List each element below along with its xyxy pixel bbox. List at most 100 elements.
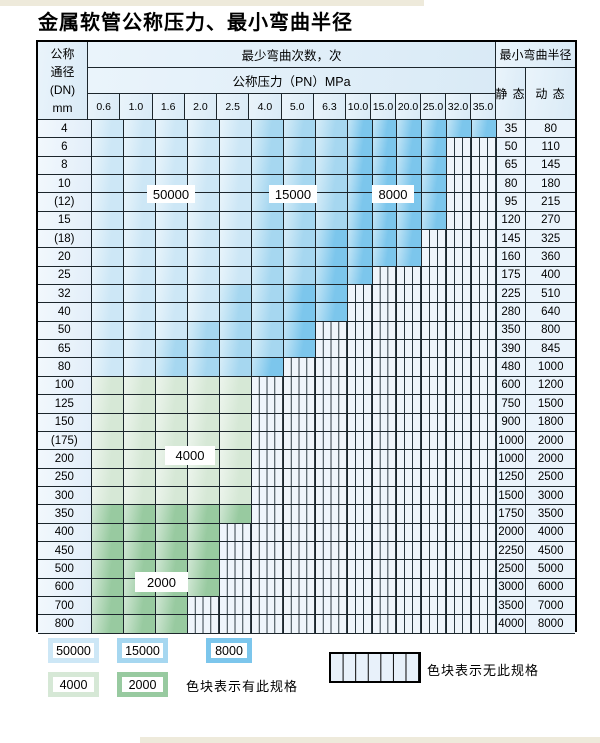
cell-no-spec — [315, 578, 348, 597]
cell-rating-50000 — [187, 248, 220, 267]
cell-rating-50000 — [123, 285, 156, 304]
cell-no-spec — [283, 615, 316, 634]
cell-rating-4000 — [219, 395, 252, 414]
cell-rating-15000 — [251, 248, 284, 267]
cell-rating-15000 — [251, 266, 284, 286]
cell-no-spec — [446, 468, 472, 487]
header-dn-line3: (DN) — [49, 82, 76, 97]
cell-no-spec — [372, 523, 398, 542]
cell-no-spec — [283, 541, 316, 561]
cell-rating-2000 — [123, 615, 156, 634]
table-row-dn-500: 500 2500 5000 — [38, 560, 575, 579]
static-radius-value: 160 — [496, 248, 527, 267]
cell-rating-15000 — [187, 340, 220, 359]
cell-rating-8000 — [422, 138, 447, 157]
cell-rating-8000 — [372, 211, 398, 231]
dn-label: 40 — [38, 303, 92, 322]
cell-no-spec — [397, 468, 423, 487]
cell-rating-15000 — [283, 120, 316, 139]
cell-rating-4000 — [91, 395, 124, 414]
cell-rating-15000 — [187, 321, 220, 341]
cell-no-spec — [471, 468, 497, 487]
cell-rating-50000 — [91, 230, 124, 249]
cell-rating-50000 — [155, 266, 188, 286]
table-row-dn-100: 100 600 1200 — [38, 376, 575, 396]
dynamic-radius-value: 215 — [526, 193, 575, 212]
cell-no-spec — [251, 413, 284, 432]
cell-rating-4000 — [187, 376, 220, 396]
cell-rating-4000 — [123, 468, 156, 487]
cell-no-spec — [422, 431, 447, 451]
pressure-col-1.0: 1.0 — [120, 94, 153, 120]
cell-rating-4000 — [91, 431, 124, 451]
table-row-dn-6: 6 50 110 — [38, 138, 575, 157]
cell-rating-2000 — [91, 541, 124, 561]
cell-no-spec — [471, 248, 497, 267]
cell-rating-2000 — [155, 523, 188, 542]
cell-no-spec — [397, 578, 423, 597]
cell-rating-4000 — [187, 413, 220, 432]
cell-no-spec — [372, 450, 398, 469]
dynamic-radius-value: 110 — [526, 138, 575, 157]
cell-rating-15000 — [315, 156, 348, 176]
pressure-col-35.0: 35.0 — [471, 94, 496, 120]
cell-rating-50000 — [219, 175, 252, 194]
header-cycles: 最少弯曲次数，次 — [88, 42, 496, 68]
cell-no-spec — [283, 376, 316, 396]
cell-no-spec — [347, 358, 373, 377]
dn-label: 25 — [38, 266, 92, 286]
cell-no-spec — [315, 486, 348, 506]
cell-rating-50000 — [187, 303, 220, 322]
cell-no-spec — [283, 578, 316, 597]
cell-no-spec — [372, 285, 398, 304]
static-radius-value: 35 — [496, 120, 527, 139]
cell-no-spec — [446, 321, 472, 341]
page-top-strip — [0, 0, 424, 6]
dn-label: 200 — [38, 450, 92, 469]
cell-rating-2000 — [187, 505, 220, 524]
cell-no-spec — [251, 431, 284, 451]
static-radius-value: 1250 — [496, 468, 527, 487]
cell-no-spec — [422, 505, 447, 524]
table-row-dn-80: 80 480 1000 — [38, 358, 575, 377]
cell-rating-4000 — [219, 468, 252, 487]
dynamic-radius-value: 4500 — [526, 541, 575, 561]
cell-no-spec — [471, 193, 497, 212]
dn-label: 700 — [38, 596, 92, 616]
table-row-dn-8: 8 65 145 — [38, 156, 575, 176]
dynamic-radius-value: 1200 — [526, 376, 575, 396]
cell-rating-50000 — [123, 358, 156, 377]
cell-rating-4000 — [91, 376, 124, 396]
cell-no-spec — [372, 395, 398, 414]
cell-rating-4000 — [123, 376, 156, 396]
dn-label: 8 — [38, 156, 92, 176]
table-row-dn-400: 400 2000 4000 — [38, 523, 575, 542]
cell-rating-50000 — [219, 138, 252, 157]
legend-none-swatch — [329, 652, 421, 683]
cell-rating-8000 — [315, 248, 348, 267]
cell-rating-15000 — [219, 303, 252, 322]
cell-rating-2000 — [155, 596, 188, 616]
cell-rating-50000 — [91, 138, 124, 157]
cell-no-spec — [347, 285, 373, 304]
cell-no-spec — [471, 505, 497, 524]
inline-label-15000: 15000 — [269, 185, 317, 203]
dn-label: 32 — [38, 285, 92, 304]
static-radius-value: 80 — [496, 175, 527, 194]
cell-no-spec — [446, 266, 472, 286]
static-radius-value: 1000 — [496, 450, 527, 469]
cell-no-spec — [372, 321, 398, 341]
cell-no-spec — [372, 358, 398, 377]
pressure-col-1.6: 1.6 — [152, 94, 185, 120]
cell-no-spec — [397, 450, 423, 469]
cell-rating-15000 — [251, 211, 284, 231]
table-row-dn-65: 65 390 845 — [38, 340, 575, 359]
cell-rating-15000 — [219, 285, 252, 304]
cell-rating-15000 — [315, 138, 348, 157]
cell-rating-50000 — [91, 248, 124, 267]
cell-no-spec — [347, 431, 373, 451]
table-row-dn-150: 150 900 1800 — [38, 413, 575, 432]
cell-rating-15000 — [283, 248, 316, 267]
cell-rating-50000 — [123, 340, 156, 359]
cell-rating-15000 — [251, 303, 284, 322]
